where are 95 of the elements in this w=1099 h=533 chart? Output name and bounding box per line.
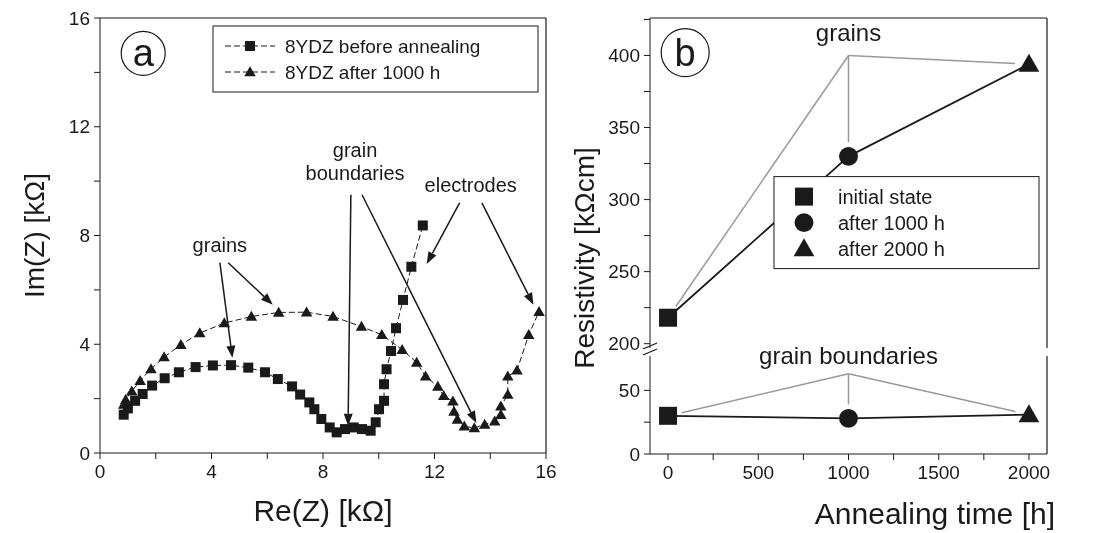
legend-label: after 1000 h	[838, 211, 945, 234]
x-tick-label: 500	[742, 462, 775, 484]
point	[158, 351, 170, 362]
point	[522, 328, 535, 339]
legend-label: after 2000 h	[838, 237, 945, 260]
x-tick-label: 4	[206, 461, 218, 483]
point	[478, 418, 491, 429]
annotation: a	[132, 32, 155, 75]
point	[175, 339, 187, 350]
point	[659, 308, 678, 327]
point	[502, 388, 514, 399]
annotation: b	[674, 31, 696, 74]
y-tick-label: 12	[68, 116, 90, 138]
point	[376, 328, 388, 339]
y-tick-label: 350	[608, 117, 640, 139]
x-tick-label: 8	[317, 461, 329, 483]
point	[419, 370, 432, 381]
x-tick-label: 1000	[827, 462, 870, 484]
point	[406, 261, 417, 272]
point	[126, 385, 138, 396]
point	[145, 363, 157, 374]
point	[391, 323, 402, 334]
point	[295, 389, 306, 400]
point	[147, 380, 158, 391]
x-axis-title: Re(Z) [kΩ]	[253, 494, 393, 527]
point	[300, 306, 313, 317]
y-axis-title: Im(Z) [kΩ]	[18, 172, 50, 299]
annotation: grain boundaries	[305, 138, 405, 184]
y-tick-label: 400	[608, 45, 640, 67]
point	[839, 146, 858, 166]
legend-label: 8YDZ before annealing	[285, 36, 481, 57]
x-axis-title: Annealing time [h]	[814, 497, 1055, 530]
point	[207, 360, 218, 371]
point	[119, 393, 132, 404]
annotation: electrodes	[424, 174, 517, 196]
point	[327, 310, 339, 321]
x-tick-label: 16	[535, 461, 557, 483]
y-tick-label: 300	[608, 189, 640, 211]
x-tick-label: 2000	[1007, 462, 1051, 484]
point	[381, 364, 392, 375]
y-tick-label: 50	[618, 380, 640, 402]
y-tick-label: 16	[68, 7, 90, 29]
y-tick-label: 250	[608, 261, 640, 283]
point	[272, 306, 285, 317]
point	[190, 362, 201, 373]
x-tick-label: 0	[662, 462, 674, 484]
y-tick-label: 0	[629, 443, 640, 465]
point	[272, 374, 283, 385]
point	[396, 343, 408, 354]
point	[355, 320, 368, 331]
point	[309, 404, 320, 415]
point	[226, 360, 237, 371]
point	[502, 370, 514, 381]
x-tick-label: 12	[423, 461, 446, 483]
point	[458, 420, 471, 431]
legend-label: initial state	[838, 185, 933, 208]
point	[533, 305, 545, 316]
y-tick-label: 4	[79, 333, 91, 355]
annotation: grains	[815, 19, 882, 47]
point	[386, 346, 397, 357]
y-axis-title: Resistivity [kΩcm]	[568, 147, 600, 369]
point	[370, 417, 381, 428]
point	[410, 356, 423, 367]
point	[379, 395, 390, 406]
point	[448, 405, 460, 416]
point	[194, 327, 206, 338]
point	[417, 220, 428, 231]
legend-label: 8YDZ after 1000 h	[285, 62, 441, 83]
point	[447, 395, 459, 406]
point	[287, 381, 298, 392]
point	[365, 425, 376, 436]
point	[159, 373, 170, 384]
point	[130, 395, 141, 406]
point	[1018, 53, 1040, 72]
point	[173, 367, 184, 378]
point	[245, 310, 258, 321]
y-tick-label: 200	[608, 333, 640, 355]
point	[243, 362, 254, 373]
point	[137, 389, 148, 399]
point	[511, 364, 523, 375]
y-tick-label: 0	[79, 442, 90, 464]
point	[432, 380, 444, 391]
annotation: grains	[192, 233, 248, 256]
x-tick-label: 0	[94, 461, 106, 483]
point	[260, 367, 271, 378]
point	[134, 374, 146, 385]
point	[316, 414, 327, 425]
point	[374, 404, 385, 415]
y-tick-label: 8	[79, 225, 90, 247]
x-tick-label: 1500	[917, 462, 960, 484]
point	[379, 379, 390, 390]
annotation: grain boundaries	[759, 341, 938, 369]
point	[437, 389, 450, 400]
point	[468, 422, 481, 433]
point	[398, 294, 408, 305]
